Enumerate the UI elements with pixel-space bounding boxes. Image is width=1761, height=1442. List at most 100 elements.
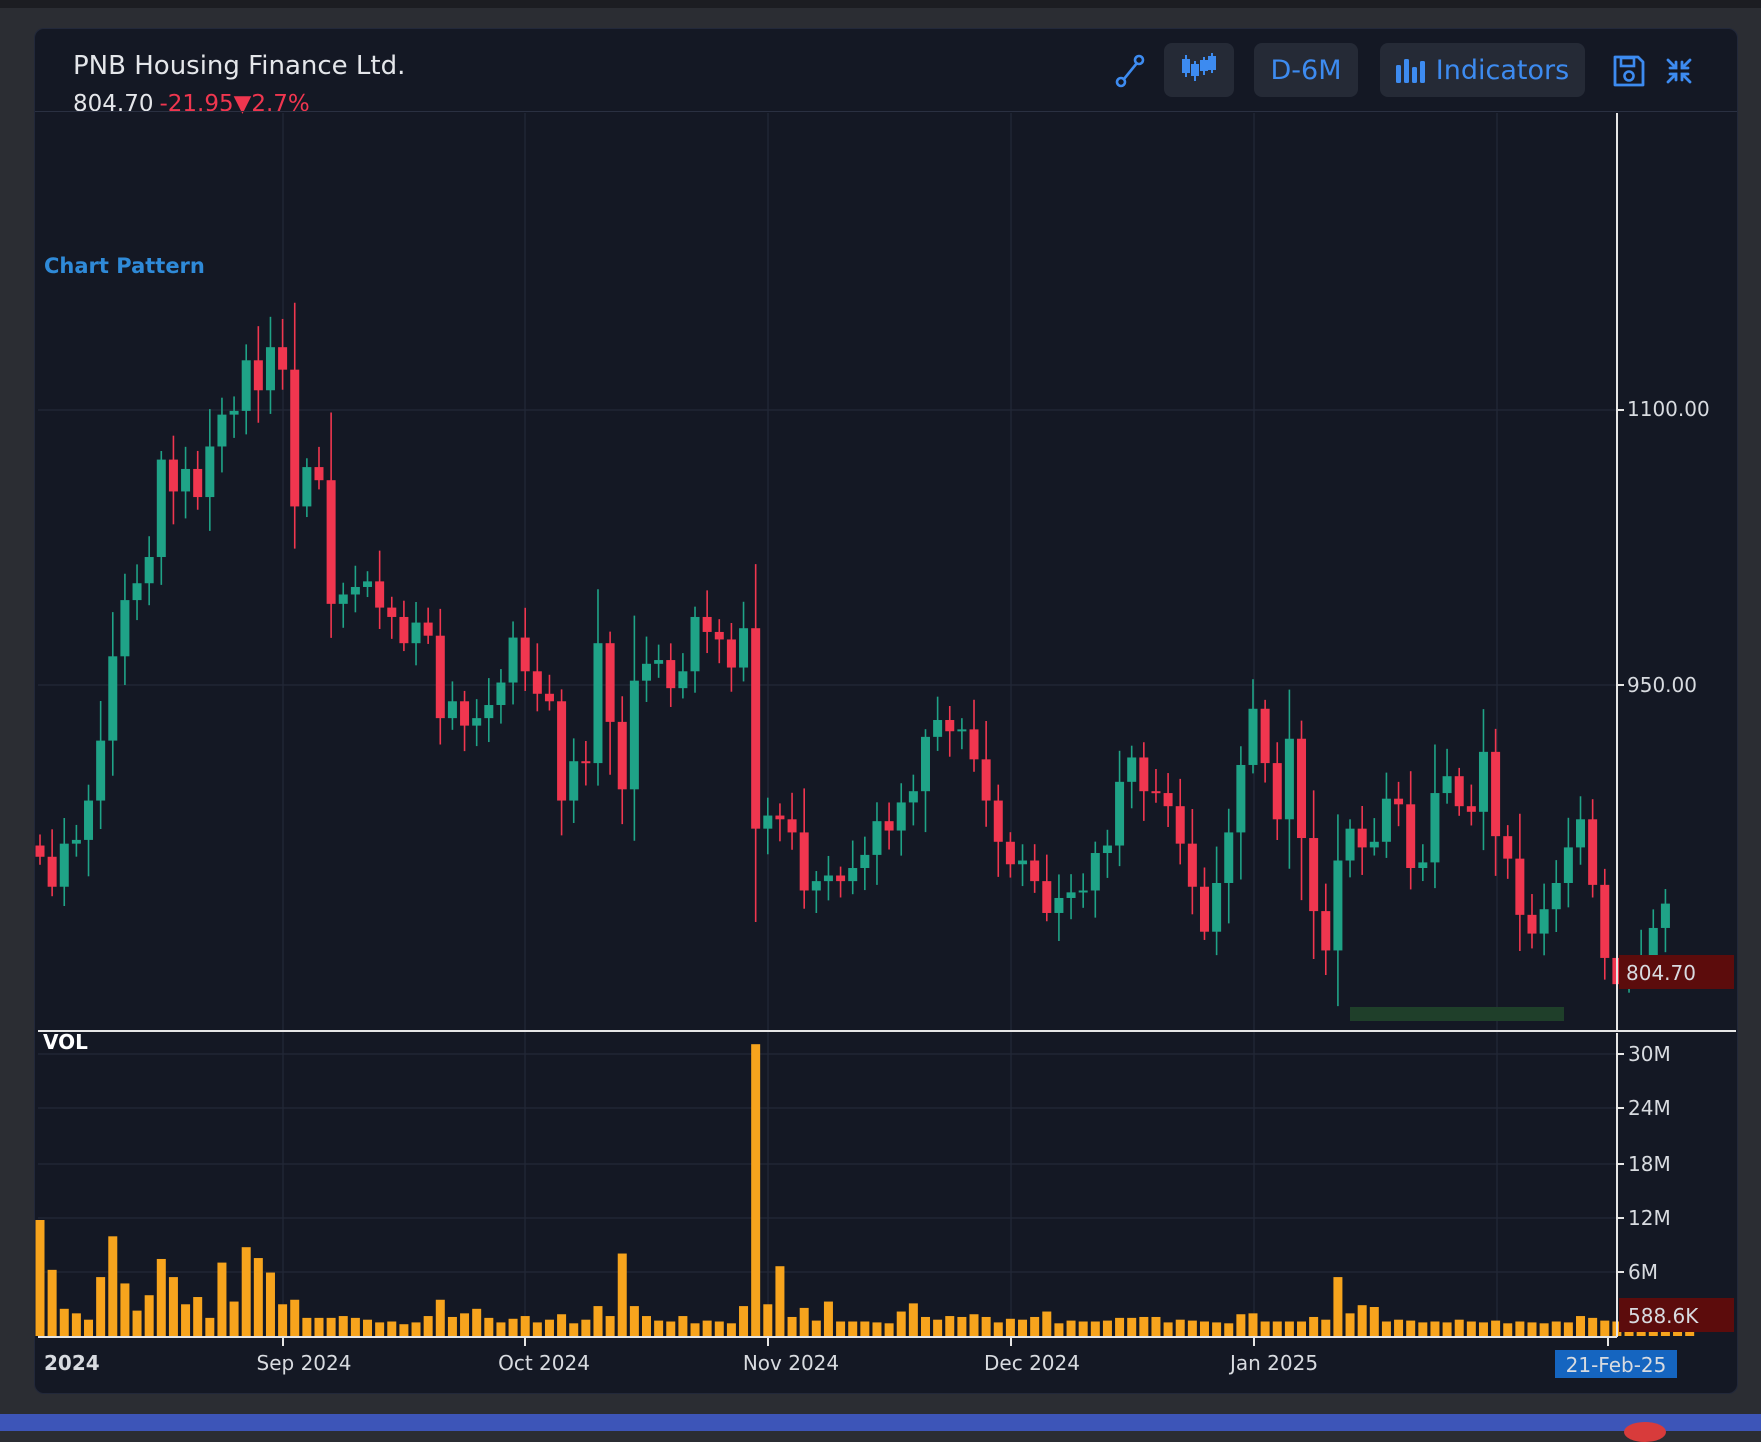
volume-bar bbox=[1321, 1319, 1331, 1336]
candle-body bbox=[217, 414, 227, 447]
volume-bar bbox=[1454, 1319, 1464, 1336]
candle bbox=[1260, 699, 1270, 783]
volume-tick-label: 30M bbox=[1628, 1042, 1671, 1066]
chart-pattern-label[interactable]: Chart Pattern bbox=[44, 254, 205, 278]
candle-body bbox=[460, 701, 470, 726]
candle bbox=[1187, 809, 1197, 915]
candle-body bbox=[520, 637, 530, 672]
candle bbox=[666, 643, 676, 707]
candle bbox=[1066, 874, 1076, 920]
candle-body bbox=[435, 635, 445, 719]
candle bbox=[120, 573, 130, 686]
volume-bar bbox=[1272, 1321, 1282, 1336]
volume-bar bbox=[1466, 1321, 1476, 1336]
candle-body bbox=[908, 791, 918, 803]
volume-bar bbox=[714, 1321, 724, 1336]
candle bbox=[884, 802, 894, 850]
candle bbox=[508, 621, 518, 705]
volume-tick-label: 12M bbox=[1628, 1206, 1671, 1230]
candle bbox=[690, 606, 700, 693]
candle bbox=[253, 326, 263, 423]
candle bbox=[460, 690, 470, 752]
volume-bar bbox=[739, 1306, 749, 1336]
candle-body bbox=[593, 643, 603, 764]
timeframe-button[interactable]: D-6M bbox=[1254, 43, 1358, 97]
candle-body bbox=[896, 802, 906, 831]
candle bbox=[447, 681, 457, 730]
candle-body bbox=[144, 557, 154, 584]
volume-tick-label: 24M bbox=[1628, 1096, 1671, 1120]
notification-dot bbox=[1624, 1422, 1666, 1442]
volume-bar bbox=[1551, 1321, 1561, 1336]
candle bbox=[193, 450, 203, 510]
volume-bar bbox=[908, 1303, 918, 1336]
volume-bar bbox=[47, 1269, 57, 1336]
volume-bar bbox=[1102, 1320, 1112, 1336]
volume-bar bbox=[690, 1323, 700, 1336]
candle-body bbox=[120, 600, 130, 657]
candle-body bbox=[544, 693, 554, 702]
candle-body bbox=[1394, 798, 1404, 805]
candle-body bbox=[1224, 832, 1234, 883]
save-icon[interactable] bbox=[1607, 49, 1651, 93]
candle bbox=[1539, 883, 1549, 956]
volume-bar bbox=[278, 1304, 288, 1336]
volume-bar bbox=[933, 1319, 943, 1336]
candle-body bbox=[836, 875, 846, 882]
candle bbox=[1042, 854, 1052, 922]
candle bbox=[1503, 825, 1513, 879]
candle-body bbox=[1284, 738, 1294, 820]
date-cursor-badge[interactable] bbox=[1555, 1350, 1677, 1378]
volume-bar bbox=[702, 1320, 712, 1336]
candle bbox=[363, 571, 373, 598]
candle-body bbox=[1042, 881, 1052, 913]
volume-bar bbox=[108, 1236, 118, 1336]
chart-type-button[interactable] bbox=[1164, 43, 1234, 97]
last-price: 804.70 bbox=[73, 91, 154, 117]
pencil-line-icon[interactable] bbox=[1108, 49, 1152, 93]
volume-bar bbox=[290, 1299, 300, 1336]
volume-bar bbox=[1600, 1320, 1610, 1336]
volume-bar bbox=[1054, 1323, 1064, 1336]
candle bbox=[751, 564, 761, 922]
volume-bar bbox=[957, 1316, 967, 1336]
indicators-button[interactable]: Indicators bbox=[1380, 43, 1585, 97]
instrument-title: PNB Housing Finance Ltd. bbox=[73, 51, 406, 81]
candle-body bbox=[1297, 738, 1307, 839]
time-tick-label: Jan 2025 bbox=[1228, 1351, 1318, 1375]
candle-body bbox=[933, 720, 943, 737]
volume-bars bbox=[35, 1044, 1695, 1336]
volume-bar bbox=[836, 1321, 846, 1336]
volume-bar bbox=[629, 1306, 639, 1336]
candle bbox=[472, 699, 482, 747]
candle-body bbox=[423, 622, 433, 636]
volume-bar bbox=[1539, 1323, 1549, 1336]
volume-bar bbox=[751, 1044, 761, 1336]
candle bbox=[59, 817, 69, 906]
candle-body bbox=[1588, 819, 1598, 885]
candle bbox=[278, 318, 288, 390]
candle-body bbox=[290, 369, 300, 507]
volume-pane-label: VOL bbox=[43, 1030, 88, 1054]
candle-body bbox=[775, 815, 785, 820]
candle-body bbox=[714, 631, 724, 640]
candle-body bbox=[1187, 843, 1197, 887]
volume-current-marker bbox=[1619, 1298, 1734, 1332]
candle bbox=[532, 643, 542, 712]
volume-bar bbox=[1576, 1316, 1586, 1336]
volume-bar bbox=[993, 1322, 1003, 1336]
candle bbox=[739, 601, 749, 682]
volume-bar bbox=[1418, 1322, 1428, 1336]
candle-body bbox=[1005, 841, 1015, 865]
candle-body bbox=[1078, 890, 1088, 893]
candle bbox=[1090, 841, 1100, 918]
volume-bar bbox=[181, 1304, 191, 1336]
volume-bar bbox=[144, 1295, 154, 1336]
candle bbox=[945, 706, 955, 757]
candle bbox=[1321, 883, 1331, 975]
collapse-arrows-icon[interactable] bbox=[1657, 49, 1701, 93]
candle bbox=[544, 674, 554, 711]
candle-body bbox=[1272, 763, 1282, 820]
candle bbox=[957, 718, 967, 750]
